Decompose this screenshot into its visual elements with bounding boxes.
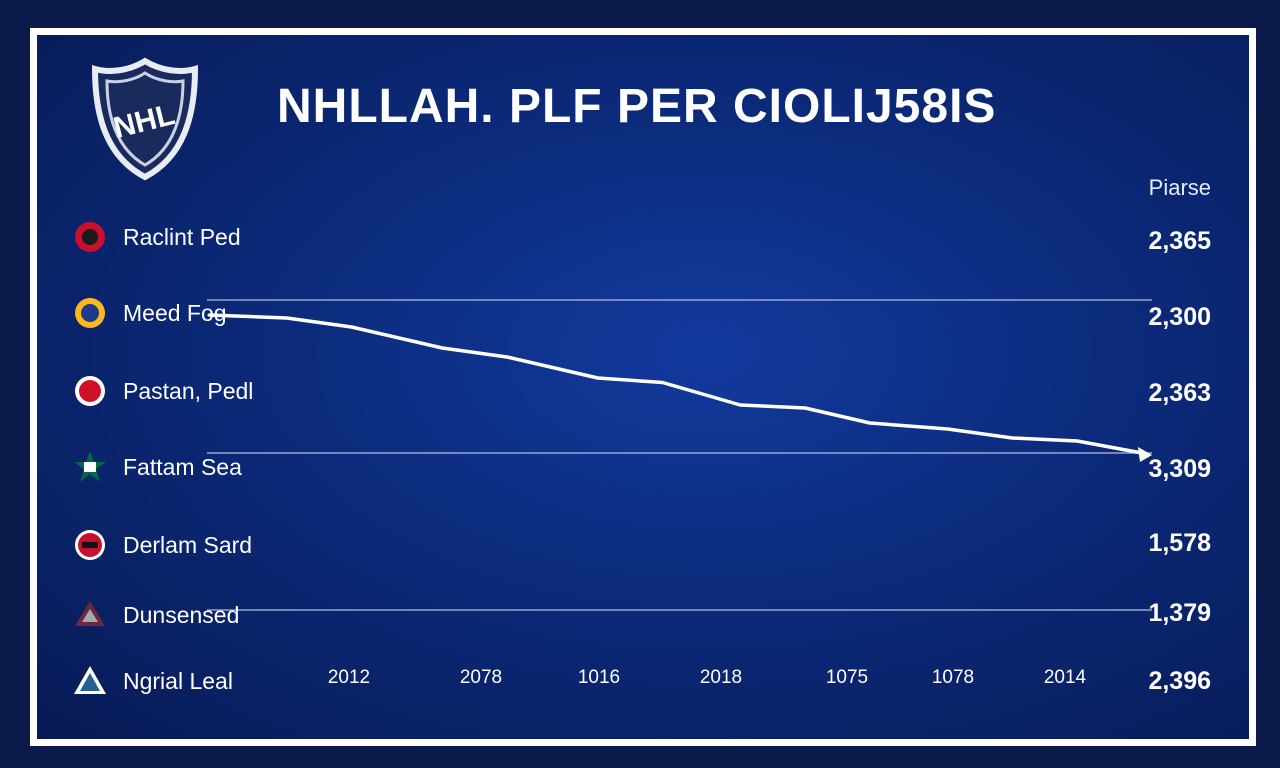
team-logo-icon xyxy=(75,222,105,252)
team-name: Ngrial Leal xyxy=(123,667,233,694)
team-name: Derlam Sard xyxy=(123,531,253,558)
value-label: 3,309 xyxy=(1148,455,1211,483)
series-point xyxy=(661,381,664,384)
series-line xyxy=(208,313,1143,455)
series-point xyxy=(1075,439,1079,443)
series-point xyxy=(1010,436,1014,440)
nhl-shield-logo: NHL xyxy=(91,57,199,181)
value-label: 1,379 xyxy=(1148,599,1211,627)
line-plot xyxy=(207,299,1152,611)
series-point xyxy=(868,421,872,425)
x-tick-label: 2012 xyxy=(327,667,371,688)
x-tick-label: 1016 xyxy=(577,667,621,688)
x-tick-label: 1078 xyxy=(931,667,975,688)
team-row: Ngrial Leal xyxy=(73,661,233,701)
column-header: Piarse xyxy=(1148,175,1211,200)
team-name: Raclint Ped xyxy=(123,223,241,250)
series-point xyxy=(946,427,950,431)
team-row: Derlam Sard xyxy=(73,525,252,565)
series-point xyxy=(440,346,444,350)
series-point xyxy=(285,316,289,320)
team-logo-icon xyxy=(75,530,105,560)
x-tick-label: 2078 xyxy=(459,667,503,688)
value-label: 1,578 xyxy=(1148,529,1211,557)
team-name: Meed Fog xyxy=(123,299,227,326)
team-row: Fattam Sea xyxy=(73,447,242,487)
chart-frame: NHL NHLLAH. PLF PER CIOLIJ58IS Piarse Ra… xyxy=(30,28,1256,746)
series-point xyxy=(1140,451,1144,455)
team-name: Dunsensed xyxy=(123,601,240,628)
team-row: Raclint Ped xyxy=(73,217,241,257)
team-name: Pastan, Pedl xyxy=(123,377,254,404)
series-point xyxy=(596,376,600,380)
line-arrowhead xyxy=(1138,447,1152,462)
team-logo-icon xyxy=(74,666,106,694)
team-row: Pastan, Pedl xyxy=(73,371,253,411)
value-label: 2,365 xyxy=(1148,227,1211,255)
x-tick-label: 2014 xyxy=(1043,667,1087,688)
series-point xyxy=(350,325,353,329)
series-point xyxy=(207,313,211,317)
x-tick-label: 2018 xyxy=(699,667,743,688)
team-name: Fattam Sea xyxy=(123,453,242,480)
team-logo-icon xyxy=(74,451,106,482)
team-logo-icon xyxy=(75,298,105,328)
series-point xyxy=(738,403,742,407)
series-point xyxy=(803,406,807,410)
team-logo-icon xyxy=(75,376,105,406)
team-row: Meed Fog xyxy=(73,293,227,333)
team-row: Dunsensed xyxy=(73,595,239,635)
series-point xyxy=(505,355,509,359)
chart-title: NHLLAH. PLF PER CIOLIJ58IS xyxy=(277,80,997,133)
value-label: 2,363 xyxy=(1148,379,1211,407)
value-label: 2,300 xyxy=(1148,303,1211,331)
x-tick-label: 1075 xyxy=(825,667,869,688)
value-label: 2,396 xyxy=(1148,667,1211,695)
team-logo-icon xyxy=(75,601,105,626)
